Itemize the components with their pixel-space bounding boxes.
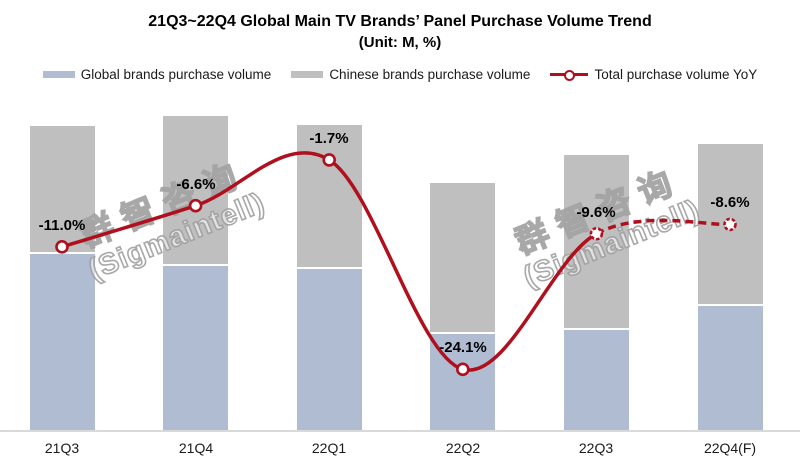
bar-global-21Q3 bbox=[30, 254, 95, 431]
legend-item-chinese-brands: Chinese brands purchase volume bbox=[291, 67, 530, 82]
bar-chinese-22Q2 bbox=[430, 183, 495, 332]
x-tick-22Q2: 22Q2 bbox=[445, 440, 481, 456]
yoy-label-22Q4(F): -8.6% bbox=[710, 194, 750, 211]
chart-title: 21Q3~22Q4 Global Main TV Brands’ Panel P… bbox=[148, 13, 652, 30]
chinese-bar-swatch-icon bbox=[291, 71, 324, 78]
global-bar-swatch-icon bbox=[42, 71, 75, 78]
x-axis-line bbox=[0, 430, 800, 432]
chart-subtitle: (Unit: M, %) bbox=[358, 34, 442, 51]
legend: Global brands purchase volume Chinese br… bbox=[0, 67, 800, 82]
bar-global-21Q4 bbox=[163, 266, 228, 431]
yoy-label-22Q2: -24.1% bbox=[439, 339, 487, 356]
yoy-label-21Q3: -11.0% bbox=[38, 217, 86, 234]
legend-item-yoy: Total purchase volume YoY bbox=[550, 67, 757, 82]
yoy-label-22Q1: -1.7% bbox=[309, 130, 349, 147]
legend-label-yoy: Total purchase volume YoY bbox=[594, 67, 758, 82]
bar-global-22Q3 bbox=[564, 330, 629, 431]
bar-global-22Q4(F) bbox=[698, 306, 763, 431]
yoy-label-22Q3: -9.6% bbox=[576, 204, 616, 221]
bar-global-22Q1 bbox=[297, 269, 362, 431]
bar-chinese-22Q4(F) bbox=[698, 144, 763, 304]
x-tick-22Q3: 22Q3 bbox=[578, 440, 614, 456]
legend-label-chinese-brands: Chinese brands purchase volume bbox=[329, 67, 531, 82]
bar-chinese-22Q3 bbox=[564, 155, 629, 328]
yoy-label-21Q4: -6.6% bbox=[176, 176, 216, 193]
yoy-line-marker-icon bbox=[550, 69, 589, 81]
legend-item-global-brands: Global brands purchase volume bbox=[42, 67, 272, 82]
x-tick-21Q3: 21Q3 bbox=[44, 440, 80, 456]
x-tick-21Q4: 21Q4 bbox=[178, 440, 214, 456]
x-tick-22Q1: 22Q1 bbox=[311, 440, 347, 456]
x-tick-22Q4(F): 22Q4(F) bbox=[703, 440, 757, 456]
legend-label-global-brands: Global brands purchase volume bbox=[80, 67, 272, 82]
